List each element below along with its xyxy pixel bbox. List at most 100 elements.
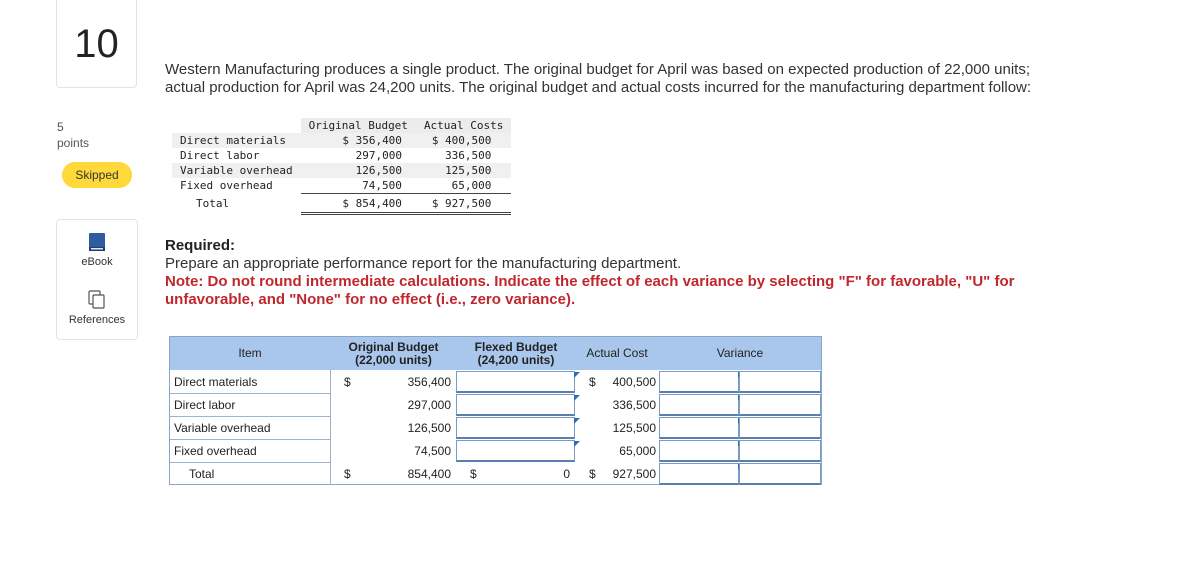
- budget-table-header: Original Budget Actual Costs: [172, 118, 512, 133]
- flexed-budget-input[interactable]: [456, 417, 580, 439]
- actual-cost-value: 400,500: [612, 375, 656, 389]
- variance-total-effect-select[interactable]: [739, 463, 821, 485]
- column-divider: [330, 370, 331, 485]
- actual-dollar-sign: $: [589, 375, 596, 389]
- actual-dollar-sign: $: [589, 467, 596, 481]
- total-label: Total: [196, 197, 230, 210]
- input-flag-icon: [574, 441, 580, 447]
- points-value: 5: [57, 120, 64, 134]
- required-text: Prepare an appropriate performance repor…: [165, 255, 682, 272]
- flexed-dollar-sign: $: [470, 467, 477, 481]
- row-divider: [170, 462, 330, 463]
- budget-data-table: Original Budget Actual Costs Direct mate…: [172, 118, 512, 215]
- note-line-1: Note: Do not round intermediate calculat…: [165, 273, 1015, 290]
- row-label: Fixed overhead: [174, 444, 257, 458]
- table-row: Direct materials $ 356,400 $ 400,500: [170, 371, 821, 394]
- points-info: 5 points: [57, 119, 89, 151]
- question-number: 10: [74, 22, 119, 66]
- variance-input[interactable]: [659, 417, 744, 439]
- intro-line-2: actual production for April was 24,200 u…: [165, 79, 1032, 96]
- question-number-box: 10: [56, 0, 137, 88]
- input-flag-icon: [574, 418, 580, 424]
- original-budget-value: 297,000: [407, 398, 451, 412]
- original-budget-value: 126,500: [407, 421, 451, 435]
- table-total-row: Total $ 854,400 $ 927,500: [172, 193, 512, 215]
- tools-panel: eBook References: [56, 219, 138, 340]
- actual-cost-value: 336,500: [612, 398, 656, 412]
- table-row: Variable overhead 126,500 125,500: [172, 163, 512, 178]
- row-actual: 65,000: [415, 178, 512, 194]
- required-title: Required:: [165, 237, 236, 254]
- row-label: Direct materials: [174, 375, 258, 389]
- header-item: Item: [170, 337, 330, 370]
- points-label: points: [57, 136, 90, 150]
- input-flag-icon: [574, 372, 580, 378]
- flexed-budget-input[interactable]: [456, 440, 580, 462]
- variance-effect-select[interactable]: [739, 440, 821, 462]
- original-budget-total: 854,400: [407, 467, 451, 481]
- row-budget: 297,000: [355, 149, 402, 162]
- variance-total-input[interactable]: [659, 463, 744, 485]
- variance-effect-select[interactable]: [739, 417, 821, 439]
- table-row: Fixed overhead 74,500 65,000: [172, 178, 512, 194]
- table-row: Fixed overhead 74,500 65,000: [170, 440, 821, 463]
- intro-line-1: Western Manufacturing produces a single …: [165, 61, 1030, 78]
- row-label: Direct labor: [180, 149, 260, 162]
- header-variance: Variance: [659, 337, 821, 370]
- table-row: Direct materials $ 356,400 $ 400,500: [172, 133, 512, 148]
- flexed-budget-input[interactable]: [456, 371, 580, 393]
- flexed-budget-total: 0: [563, 467, 570, 481]
- row-label: Variable overhead: [174, 421, 271, 435]
- row-budget: $ 356,400: [300, 133, 416, 148]
- original-budget-value: 74,500: [414, 444, 451, 458]
- flexed-budget-input[interactable]: [456, 394, 580, 416]
- header-actual-costs: Actual Costs: [415, 118, 512, 133]
- row-divider: [170, 416, 330, 417]
- input-flag-icon: [574, 395, 580, 401]
- header-actual-cost: Actual Cost: [575, 337, 659, 370]
- table-total-row: Total $ 854,400 $ 0 $ 927,500: [170, 463, 821, 486]
- row-label: Fixed overhead: [180, 179, 273, 193]
- row-actual: 336,500: [445, 149, 492, 162]
- total-label: Total: [189, 467, 215, 481]
- row-label: Direct materials: [172, 133, 301, 148]
- header-flexed-budget: Flexed Budget (24,200 units): [457, 337, 575, 370]
- row-budget: 126,500: [300, 163, 416, 178]
- book-icon: [89, 233, 105, 251]
- header-original-budget: Original Budget (22,000 units): [330, 337, 457, 370]
- variance-effect-select[interactable]: [739, 371, 821, 393]
- header-original-budget: Original Budget: [300, 118, 416, 133]
- row-actual: $ 400,500: [415, 133, 512, 148]
- question-intro: Western Manufacturing produces a single …: [165, 61, 1125, 97]
- row-budget: 74,500: [300, 178, 416, 194]
- ebook-label: eBook: [81, 256, 113, 268]
- status-badge: Skipped: [62, 162, 132, 188]
- variance-input[interactable]: [659, 371, 744, 393]
- original-dollar-sign: $: [344, 375, 351, 389]
- table-row: Variable overhead 126,500 125,500: [170, 417, 821, 440]
- variance-input[interactable]: [659, 440, 744, 462]
- actual-cost-total: 927,500: [612, 467, 656, 481]
- table-row: Direct labor 297,000 336,500: [172, 148, 511, 163]
- row-label: Variable overhead: [172, 163, 301, 178]
- row-actual: 125,500: [415, 163, 512, 178]
- performance-report-table: Item Original Budget (22,000 units) Flex…: [169, 336, 822, 485]
- total-budget: $ 854,400: [300, 193, 416, 215]
- references-label: References: [68, 314, 126, 326]
- row-divider: [170, 439, 330, 440]
- note-line-2: unfavorable, and "None" for no effect (i…: [165, 291, 576, 308]
- actual-cost-value: 125,500: [612, 421, 656, 435]
- row-divider: [170, 393, 330, 394]
- original-budget-value: 356,400: [407, 375, 451, 389]
- row-label: Direct labor: [174, 398, 236, 412]
- references-icon: [88, 290, 105, 309]
- actual-cost-value: 65,000: [619, 444, 656, 458]
- variance-effect-select[interactable]: [739, 394, 821, 416]
- references-button[interactable]: References: [57, 290, 137, 326]
- original-dollar-sign: $: [344, 467, 351, 481]
- ebook-button[interactable]: eBook: [57, 232, 137, 268]
- total-actual: $ 927,500: [415, 193, 512, 215]
- table-row: Direct labor 297,000 336,500: [170, 394, 821, 417]
- instruction-note: Note: Do not round intermediate calculat…: [165, 273, 1065, 309]
- variance-input[interactable]: [659, 394, 744, 416]
